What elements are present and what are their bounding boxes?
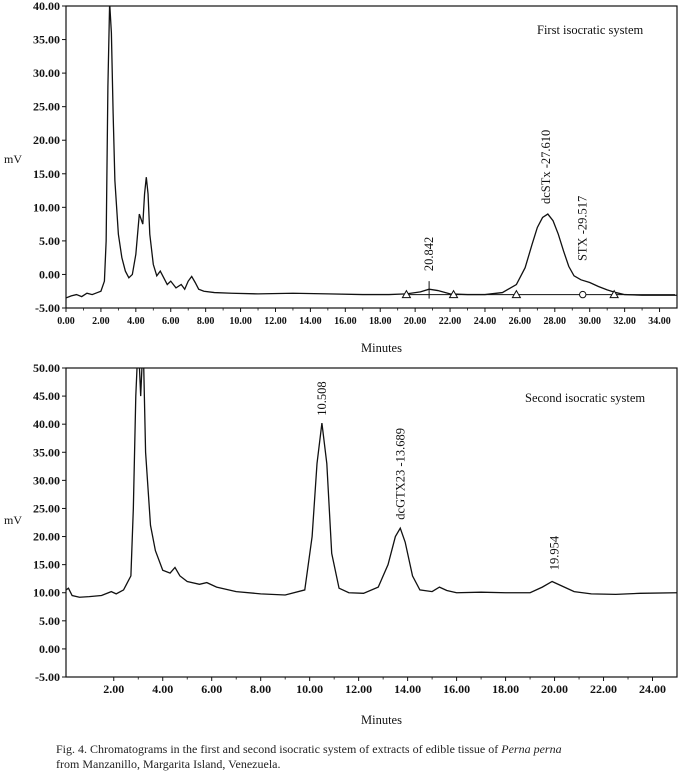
c2-x-tick-label: 6.00: [201, 682, 222, 696]
chart-1-peak-labels: 20.842 dcSTx -27.610 STX -29.517: [422, 130, 590, 271]
c1-x-tick-label: 4.00: [127, 316, 145, 327]
chart-2-axes: [65, 367, 678, 678]
c2-x-tick-label: 12.00: [345, 682, 372, 696]
c1-x-tick-label: 26.00: [509, 316, 532, 327]
c1-plot-frame: [65, 5, 678, 309]
c1-y-tick-label: 0.00: [39, 267, 60, 281]
c2-x-tick-label: 8.00: [250, 682, 271, 696]
c2-x-tick-label: 14.00: [394, 682, 421, 696]
c1-triangle-marker: [448, 289, 459, 299]
c2-y-tick-label: 30.00: [33, 473, 60, 487]
c1-y-tick-label: 10.00: [33, 200, 60, 214]
c2-peak-label: 19.954: [548, 535, 562, 570]
c2-y-tick-label: 50.00: [33, 361, 60, 375]
c1-y-tick-label: 30.00: [33, 66, 60, 80]
c1-y-tick-label: 35.00: [33, 33, 60, 47]
figure-caption: Fig. 4. Chromatograms in the first and s…: [56, 742, 676, 772]
c1-y-tick-label: 5.00: [39, 234, 60, 248]
c1-triangle-marker: [401, 289, 412, 299]
c1-x-tick-label: 0.00: [57, 316, 75, 327]
chart-2-series-line: [66, 368, 677, 598]
c1-y-tick-label: -5.00: [35, 301, 60, 315]
c2-y-tick-label: 10.00: [33, 586, 60, 600]
c1-x-tick-label: 22.00: [439, 316, 462, 327]
c1-x-tick-label: 34.00: [648, 316, 671, 327]
c2-x-tick-label: 10.00: [296, 682, 323, 696]
c1-x-tick-label: 24.00: [474, 316, 497, 327]
c1-x-tick-label: 12.00: [264, 316, 287, 327]
c1-x-tick-label: 20.00: [404, 316, 427, 327]
caption-text: Fig. 4. Chromatograms in the first and s…: [56, 742, 502, 756]
c2-y-tick-label: 25.00: [33, 501, 60, 515]
c2-y-tick-label: 0.00: [39, 642, 60, 656]
c1-x-tick-label: 32.00: [613, 316, 636, 327]
c1-x-tick-label: 28.00: [544, 316, 567, 327]
c2-x-tick-label: 2.00: [103, 682, 124, 696]
c1-x-tick-label: 14.00: [299, 316, 322, 327]
c2-x-tick-label: 18.00: [492, 682, 519, 696]
chart-second-isocratic-system: -5.00 0.00 5.00 10.00 15.00 20.00 25.00 30.00 35…: [4, 361, 678, 727]
chart-2-peak-labels: 10.508 dcGTX23 -13.689 19.954: [315, 381, 562, 570]
chart-1-y-axis-label: mV: [4, 152, 22, 166]
chart-first-isocratic-system: -5.000.005.0010.0015.0020.0025.0030.0035…: [4, 0, 678, 355]
chart-2-y-axis-label: mV: [4, 513, 22, 527]
chart-2-annotation-label: Second isocratic system: [525, 391, 645, 405]
chart-1-markers: [401, 281, 620, 299]
c1-peak-label: 20.842: [422, 237, 436, 271]
c1-circle-marker: [579, 290, 587, 299]
c1-y-tick-label: 40.00: [33, 0, 60, 13]
chart-1-series-line: [66, 6, 677, 299]
c1-x-tick-label: 30.00: [578, 316, 601, 327]
c2-peak-label: dcGTX23 -13.689: [393, 428, 407, 520]
c2-y-tick-label: 15.00: [33, 558, 60, 572]
c2-plot-frame: [65, 367, 678, 678]
chart-1-ticks: -5.000.005.0010.0015.0020.0025.0030.0035…: [33, 0, 671, 327]
c1-peak-label: STX -29.517: [576, 196, 590, 261]
c1-y-tick-label: 20.00: [33, 133, 60, 147]
chart-1-x-axis-label: Minutes: [361, 341, 402, 355]
c2-y-tick-label: 40.00: [33, 417, 60, 431]
c1-x-tick-label: 2.00: [92, 316, 110, 327]
c2-x-tick-label: 16.00: [443, 682, 470, 696]
c1-y-tick-label: 25.00: [33, 100, 60, 114]
chart-2-ticks: -5.00 0.00 5.00 10.00 15.00 20.00 25.00 30.00 35…: [33, 361, 666, 696]
c2-x-tick-label: 20.00: [541, 682, 568, 696]
caption-line-2: from Manzanillo, Margarita Island, Venez…: [56, 757, 281, 771]
c2-peak-label: 10.508: [315, 381, 329, 415]
c2-y-tick-label: 5.00: [39, 614, 60, 628]
c1-x-tick-label: 16.00: [334, 316, 357, 327]
chart-1-axes: [65, 5, 678, 309]
c2-y-tick-label: 20.00: [33, 530, 60, 544]
caption-species: Perna perna: [501, 742, 562, 756]
c2-y-tick-label: -5.00: [35, 670, 60, 684]
c1-x-tick-label: 6.00: [162, 316, 180, 327]
c2-y-tick-label: 45.00: [33, 389, 60, 403]
c1-triangle-marker: [609, 289, 620, 299]
c1-x-tick-label: 10.00: [229, 316, 252, 327]
c1-x-tick-label: 8.00: [197, 316, 215, 327]
c1-x-tick-label: 18.00: [369, 316, 392, 327]
chart-1-annotation-label: First isocratic system: [537, 23, 644, 37]
c2-y-tick-label: 35.00: [33, 445, 60, 459]
c1-y-tick-label: 15.00: [33, 167, 60, 181]
c1-peak-label: dcSTx -27.610: [539, 130, 553, 204]
c1-triangle-marker: [511, 289, 522, 299]
c2-x-tick-label: 4.00: [152, 682, 173, 696]
chart-2-x-axis-label: Minutes: [361, 713, 402, 727]
c2-x-tick-label: 24.00: [639, 682, 666, 696]
c2-x-tick-label: 22.00: [590, 682, 617, 696]
